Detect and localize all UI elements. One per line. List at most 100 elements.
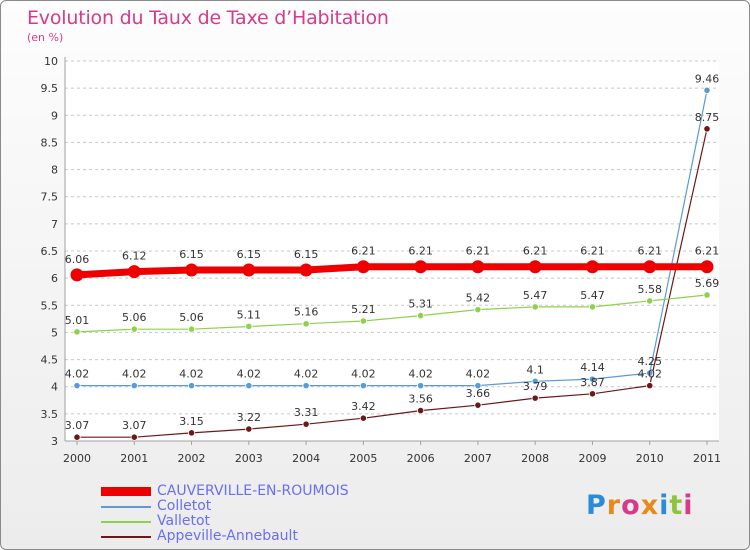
data-label-appeville: 3.07 — [65, 419, 90, 432]
x-tick-label: 2003 — [235, 452, 263, 465]
x-tick-label: 2010 — [636, 452, 664, 465]
legend-label-appeville: Appeville-Annebault — [157, 528, 298, 544]
x-tick-label: 2001 — [120, 452, 148, 465]
data-point-cauverville — [643, 260, 657, 274]
data-label-colletot: 4.02 — [122, 368, 147, 381]
data-point-colletot — [130, 382, 138, 390]
data-point-valletot — [302, 320, 310, 328]
data-point-valletot — [703, 291, 711, 299]
data-label-appeville: 3.15 — [179, 415, 204, 428]
data-point-colletot — [703, 86, 711, 94]
data-point-appeville — [187, 429, 196, 437]
x-tick-label: 2011 — [693, 452, 721, 465]
data-label-cauverville: 6.21 — [466, 245, 491, 258]
legend-swatch-cauverville — [101, 487, 151, 496]
data-label-valletot: 5.16 — [294, 306, 319, 319]
data-label-colletot: 4.1 — [526, 363, 544, 376]
data-point-cauverville — [242, 263, 256, 277]
data-point-cauverville — [528, 260, 542, 274]
data-label-valletot: 5.58 — [637, 283, 662, 296]
data-label-cauverville: 6.06 — [65, 253, 90, 266]
x-tick-label: 2007 — [464, 452, 492, 465]
data-label-valletot: 5.47 — [523, 289, 548, 302]
data-point-valletot — [531, 303, 539, 311]
data-point-cauverville — [127, 265, 141, 279]
data-label-colletot: 4.14 — [580, 361, 605, 374]
logo-letter: r — [606, 490, 622, 521]
data-point-valletot — [187, 325, 196, 333]
y-tick-label: 5 — [51, 326, 58, 339]
x-tick-label: 2008 — [521, 452, 549, 465]
data-label-valletot: 5.11 — [237, 308, 262, 321]
data-label-colletot: 4.02 — [466, 368, 491, 381]
legend-swatch-valletot — [101, 521, 151, 523]
data-label-appeville: 3.22 — [237, 411, 262, 424]
data-point-colletot — [531, 377, 539, 385]
data-point-appeville — [474, 401, 482, 409]
y-tick-label: 10 — [44, 55, 58, 68]
legend-swatch-appeville — [101, 536, 151, 538]
y-tick-label: 6.5 — [41, 245, 59, 258]
chart-subtitle: (en %) — [27, 31, 64, 44]
data-label-valletot: 5.69 — [695, 277, 720, 290]
y-tick-label: 4 — [51, 381, 58, 394]
data-point-colletot — [73, 382, 81, 390]
data-point-valletot — [646, 297, 654, 305]
data-label-appeville: 3.66 — [466, 387, 491, 400]
data-point-colletot — [302, 382, 310, 390]
data-point-appeville — [73, 433, 81, 441]
data-point-appeville — [703, 125, 711, 133]
data-point-appeville — [302, 420, 310, 428]
y-tick-label: 4.5 — [41, 354, 59, 367]
data-label-cauverville: 6.15 — [237, 248, 262, 261]
y-tick-label: 7.5 — [41, 191, 59, 204]
data-label-colletot: 4.02 — [179, 368, 204, 381]
data-point-valletot — [130, 325, 138, 333]
x-tick-label: 2000 — [63, 452, 91, 465]
data-label-colletot: 9.46 — [695, 72, 720, 85]
data-point-colletot — [359, 382, 367, 390]
y-tick-label: 8.5 — [41, 136, 59, 149]
data-label-colletot: 4.02 — [408, 368, 433, 381]
data-label-appeville: 4.02 — [637, 368, 662, 381]
logo-letter: P — [586, 490, 607, 521]
data-label-cauverville: 6.21 — [695, 245, 720, 258]
x-tick-label: 2005 — [349, 452, 377, 465]
data-point-appeville — [245, 425, 253, 433]
data-point-appeville — [531, 394, 539, 402]
x-tick-label: 2006 — [407, 452, 435, 465]
data-point-valletot — [73, 328, 81, 336]
data-label-appeville: 3.42 — [351, 400, 376, 413]
legend-label-colletot: Colletot — [157, 498, 212, 514]
x-tick-label: 2002 — [178, 452, 206, 465]
data-label-colletot: 4.02 — [351, 368, 376, 381]
data-point-valletot — [474, 306, 482, 314]
data-label-appeville: 3.07 — [122, 419, 147, 432]
data-label-cauverville: 6.21 — [637, 245, 662, 258]
data-point-valletot — [417, 311, 425, 320]
chart-title: Evolution du Taux de Taxe d’Habitation — [27, 7, 389, 29]
data-label-appeville: 8.75 — [695, 111, 720, 124]
logo-letter: i — [683, 490, 694, 521]
data-label-colletot: 4.02 — [237, 368, 262, 381]
data-label-cauverville: 6.15 — [294, 248, 319, 261]
y-tick-label: 3.5 — [41, 408, 59, 421]
data-label-appeville: 3.87 — [580, 376, 605, 389]
data-point-colletot — [474, 382, 482, 390]
data-label-valletot: 5.01 — [65, 314, 90, 327]
x-tick-label: 2009 — [578, 452, 606, 465]
data-label-valletot: 5.31 — [408, 298, 433, 311]
data-label-cauverville: 6.21 — [408, 245, 433, 258]
data-point-colletot — [646, 369, 654, 377]
data-point-cauverville — [356, 260, 370, 274]
data-point-cauverville — [185, 263, 199, 277]
data-point-cauverville — [700, 260, 714, 274]
data-point-valletot — [359, 317, 367, 325]
y-tick-label: 7 — [51, 218, 58, 231]
data-label-valletot: 5.47 — [580, 289, 605, 302]
data-point-valletot — [245, 322, 253, 331]
legend-label-valletot: Valletot — [157, 513, 211, 529]
data-label-appeville: 3.31 — [294, 406, 319, 419]
